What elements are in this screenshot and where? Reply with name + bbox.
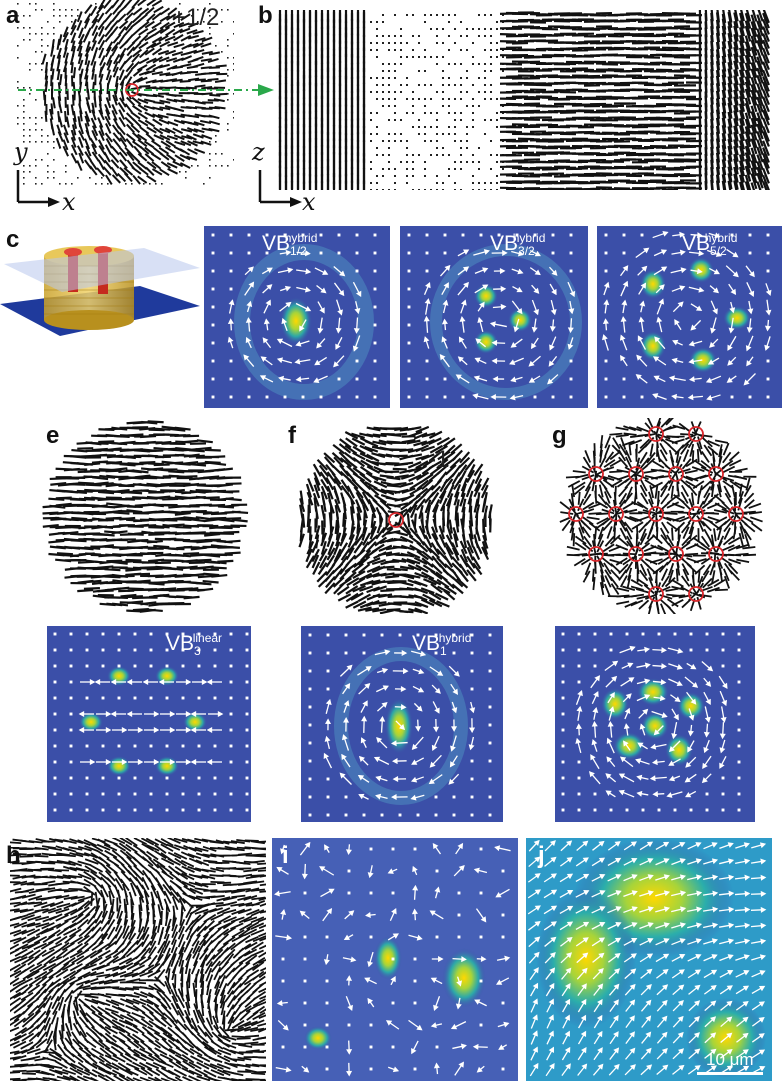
panel-d-label-2: VB3/2hybrid xyxy=(490,231,546,259)
panel-d-map-3 xyxy=(597,226,782,408)
panel-c-3d-render xyxy=(0,226,200,346)
panel-e-director xyxy=(40,418,250,614)
panel-letter-j: j xyxy=(538,842,545,869)
panel-b-cross-section xyxy=(276,10,772,190)
panel-h-director xyxy=(10,838,266,1081)
panel-f-map xyxy=(301,626,503,822)
panel-d-map-1 xyxy=(204,226,390,408)
cut-line-arrow xyxy=(18,84,274,96)
panel-i-map xyxy=(272,838,518,1081)
panel-a-axis-x: x xyxy=(62,188,76,216)
panel-e-map-label: VB3linear xyxy=(166,631,223,659)
panel-letter-g: g xyxy=(552,422,567,449)
panel-a-charge-label: +1/2 xyxy=(172,4,220,31)
panel-letter-i: i xyxy=(282,842,289,869)
panel-letter-a: a xyxy=(6,2,20,29)
panel-b-axis-x: x xyxy=(302,188,316,216)
panel-d-map-2 xyxy=(400,226,588,408)
panel-letter-b: b xyxy=(258,2,273,29)
panel-a-director-field xyxy=(14,0,234,188)
panel-letter-e: e xyxy=(46,422,60,449)
panel-f-director xyxy=(292,418,506,614)
panel-f-map-label: VB1hybrid xyxy=(412,631,472,659)
panel-letter-c: c xyxy=(6,226,20,253)
panel-g-director xyxy=(556,418,766,614)
panel-a-axis-y: y xyxy=(14,138,28,166)
panel-j-map xyxy=(526,838,772,1081)
panel-b-axes xyxy=(258,170,302,207)
panel-d-label-3: VB5/2hybrid xyxy=(682,231,738,259)
panel-d-label-1: VB1/2hybrid xyxy=(262,231,318,259)
panel-e-map xyxy=(47,626,251,822)
panel-g-map xyxy=(555,626,755,822)
scale-bar-label: 10 μm xyxy=(706,1050,754,1069)
panel-a-axes xyxy=(16,170,60,207)
scale-bar xyxy=(697,1072,763,1075)
panel-f-charge-label: -1 xyxy=(428,446,450,473)
panel-b-axis-z: z xyxy=(252,138,265,166)
panel-letter-f: f xyxy=(288,422,296,449)
